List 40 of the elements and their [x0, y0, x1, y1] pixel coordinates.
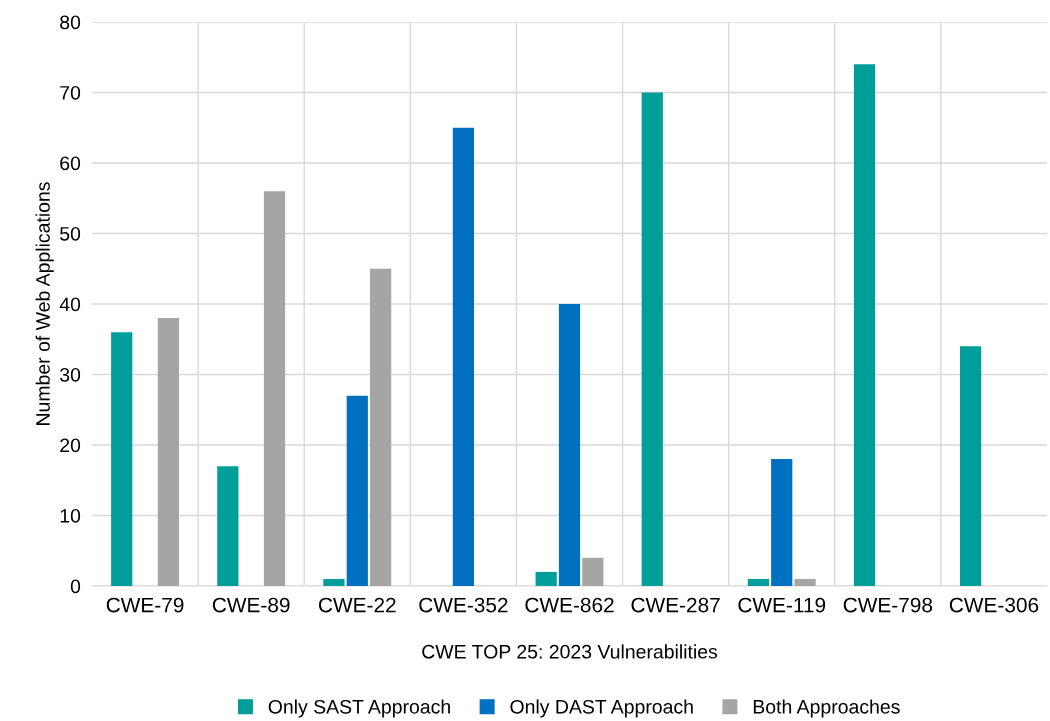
x-tick-label: CWE-79	[106, 597, 184, 613]
y-tick-label: 0	[70, 579, 81, 594]
bar	[157, 318, 180, 586]
bar	[452, 127, 474, 586]
bar	[263, 191, 286, 586]
bar	[582, 557, 604, 586]
bar	[346, 395, 368, 586]
bar	[111, 332, 133, 586]
bar	[323, 578, 345, 586]
x-tick-label: CWE-287	[631, 597, 720, 613]
bar	[535, 571, 557, 586]
legend-label: Both Approaches	[753, 699, 900, 718]
y-axis-title: Number of Web Applications	[35, 182, 54, 425]
bar	[370, 268, 392, 586]
y-tick-label: 20	[60, 438, 81, 453]
x-tick-label: CWE-306	[949, 597, 1039, 613]
y-tick-label: 70	[60, 85, 81, 100]
legend-label: Only DAST Approach	[510, 699, 693, 718]
y-tick-label: 80	[60, 15, 81, 30]
bar	[558, 304, 581, 586]
x-tick-label: CWE-119	[738, 597, 826, 613]
bar	[217, 466, 239, 586]
bar	[794, 578, 816, 586]
bar	[853, 64, 876, 586]
bar	[641, 92, 663, 586]
y-tick-label: 60	[60, 156, 81, 171]
x-tick-label: CWE-89	[212, 597, 290, 613]
y-tick-label: 10	[60, 508, 81, 523]
y-tick-label: 30	[60, 367, 81, 382]
x-tick-label: CWE-798	[843, 597, 933, 613]
legend-label: Only SAST Approach	[268, 699, 450, 718]
y-tick-label: 50	[60, 226, 81, 241]
y-tick-label: 40	[59, 297, 81, 312]
x-tick-label: CWE-22	[318, 597, 396, 613]
x-axis-title: CWE TOP 25: 2023 Vulnerabilities	[422, 644, 718, 659]
bar	[747, 578, 769, 586]
bar	[771, 459, 793, 586]
x-tick-label: CWE-862	[525, 597, 614, 613]
x-tick-label: CWE-352	[419, 597, 508, 613]
bar	[959, 346, 982, 586]
